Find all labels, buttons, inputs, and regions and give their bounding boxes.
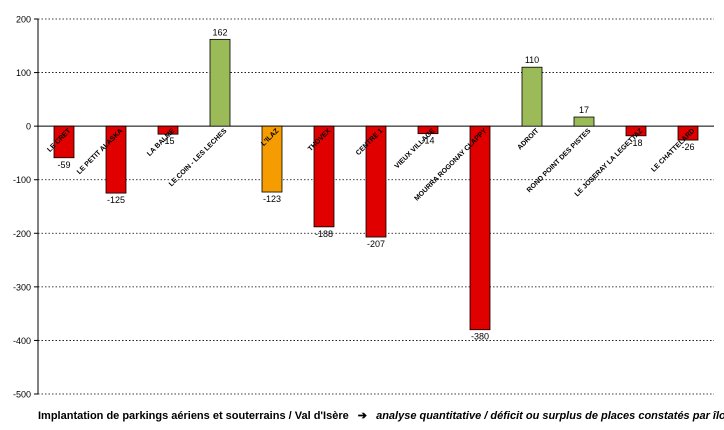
gridlines <box>38 18 714 395</box>
bar <box>53 125 75 159</box>
bar <box>105 125 127 194</box>
bar <box>313 125 335 228</box>
category-label: LE COIN - LES LECHES <box>168 127 229 188</box>
category-label: ADROIT <box>516 127 540 151</box>
bar-chart: 200 100 0 -100 -200 -300 -400 -500 -59 -125 -15 16… <box>13 15 714 400</box>
value-label: 162 <box>212 27 227 37</box>
bar <box>261 125 283 193</box>
bar <box>417 125 439 135</box>
bar <box>157 125 179 135</box>
y-tick-label: -400 <box>13 336 31 346</box>
value-label: -380 <box>471 332 489 342</box>
y-tick-label: -500 <box>13 390 31 400</box>
y-tick-label: 100 <box>16 68 31 78</box>
value-label: -59 <box>57 160 70 170</box>
value-label: 110 <box>525 55 539 65</box>
bar <box>521 66 543 127</box>
value-label: -18 <box>629 138 642 148</box>
y-tick-label: -300 <box>13 282 31 292</box>
value-label: -125 <box>107 195 125 205</box>
value-label: -26 <box>681 142 694 152</box>
caption-italic: analyse quantitative / déficit ou surplu… <box>376 410 724 422</box>
chart-caption: Implantation de parkings aériens et sout… <box>38 409 724 422</box>
bars <box>53 38 699 331</box>
value-label: 17 <box>579 105 589 115</box>
bar <box>677 125 699 141</box>
bar <box>573 116 595 127</box>
y-axis: 200 100 0 -100 -200 -300 -400 -500 <box>13 15 39 400</box>
bar <box>365 125 387 238</box>
y-tick-label: -100 <box>13 175 31 185</box>
bar <box>209 38 231 127</box>
category-label: VIEUX VILLAGE <box>394 127 437 170</box>
value-label: -188 <box>315 229 333 239</box>
bar <box>469 125 491 331</box>
y-tick-label: -200 <box>13 229 31 239</box>
bar <box>625 125 647 137</box>
arrow-icon: ➔ <box>357 410 368 422</box>
value-label: -14 <box>421 136 434 146</box>
value-label: -123 <box>263 194 281 204</box>
y-tick-label: 200 <box>16 15 31 25</box>
value-labels: -59 -125 -15 162 -123 -188 -207 -14 -380 110 17 -18… <box>57 27 694 341</box>
value-label: -207 <box>367 239 385 249</box>
caption-main: Implantation de parkings aériens et sout… <box>38 410 349 422</box>
y-tick-label: 0 <box>26 122 31 132</box>
value-label: -15 <box>161 136 174 146</box>
